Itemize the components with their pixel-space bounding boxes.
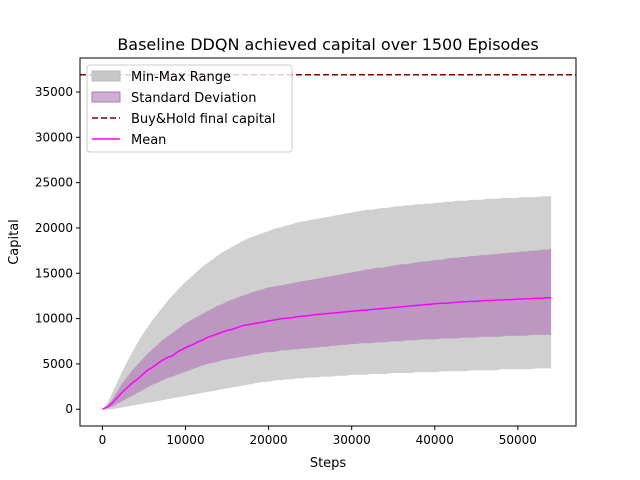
y-tick-label: 0: [65, 402, 73, 416]
plot-frame: [79, 57, 577, 427]
legend-swatch-std: [91, 91, 121, 103]
y-axis-label: Capital: [7, 219, 22, 265]
chart-title: Baseline DDQN achieved capital over 1500…: [117, 35, 538, 54]
series-mean-line: [102, 296, 552, 410]
y-tick-label: 30000: [35, 130, 73, 144]
legend: Min-Max Range Standard Deviation Buy&Hol…: [86, 64, 293, 153]
x-axis-label: Steps: [310, 456, 347, 471]
y-tick-label: 20000: [35, 221, 73, 235]
legend-label-std: Standard Deviation: [131, 91, 256, 106]
x-tick-label: 0: [99, 433, 107, 447]
legend-label-minmax: Min-Max Range: [131, 70, 231, 85]
x-axis: 0 10000 20000 30000 40000 50000: [99, 426, 537, 447]
y-tick-label: 35000: [35, 85, 73, 99]
x-tick-label: 20000: [250, 433, 288, 447]
legend-label-buyhold: Buy&Hold final capital: [131, 112, 276, 127]
x-tick-label: 40000: [416, 433, 454, 447]
y-tick-label: 15000: [35, 266, 73, 280]
y-axis: 0 5000 10000 15000 20000 25000 30000 35000: [35, 85, 80, 416]
x-tick-label: 50000: [499, 433, 537, 447]
x-tick-label: 10000: [166, 433, 204, 447]
y-tick-label: 25000: [35, 176, 73, 190]
y-tick-label: 10000: [35, 312, 73, 326]
series-std-band: [102, 248, 552, 410]
legend-box: [86, 64, 293, 153]
legend-label-mean: Mean: [131, 133, 166, 148]
x-tick-label: 30000: [333, 433, 371, 447]
legend-swatch-minmax: [91, 70, 121, 82]
y-tick-label: 5000: [42, 357, 73, 371]
